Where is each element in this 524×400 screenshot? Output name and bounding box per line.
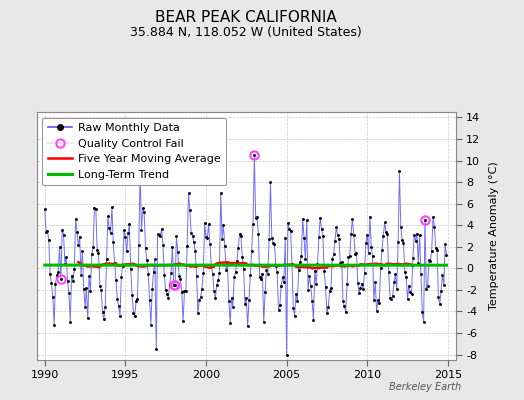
Y-axis label: Temperature Anomaly (°C): Temperature Anomaly (°C) [489, 162, 499, 310]
Legend: Raw Monthly Data, Quality Control Fail, Five Year Moving Average, Long-Term Tren: Raw Monthly Data, Quality Control Fail, … [42, 118, 226, 185]
Text: BEAR PEAK CALIFORNIA: BEAR PEAK CALIFORNIA [156, 10, 337, 25]
Text: 35.884 N, 118.052 W (United States): 35.884 N, 118.052 W (United States) [130, 26, 362, 39]
Text: Berkeley Earth: Berkeley Earth [389, 382, 461, 392]
